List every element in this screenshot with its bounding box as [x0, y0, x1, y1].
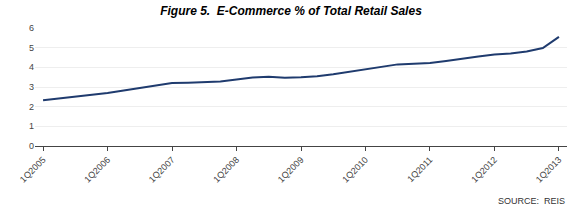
svg-text:6: 6 — [29, 23, 34, 33]
svg-text:1Q2011: 1Q2011 — [405, 155, 434, 184]
svg-text:1Q2005: 1Q2005 — [18, 155, 48, 185]
svg-text:4: 4 — [29, 62, 34, 72]
svg-text:1Q2006: 1Q2006 — [82, 155, 112, 185]
svg-text:1Q2008: 1Q2008 — [211, 155, 241, 185]
svg-text:SOURCE: REIS: SOURCE: REIS — [498, 196, 565, 206]
svg-text:1Q2009: 1Q2009 — [276, 155, 306, 185]
svg-text:1Q2007: 1Q2007 — [147, 155, 177, 185]
svg-text:1Q2010: 1Q2010 — [340, 155, 370, 185]
svg-text:1Q2013: 1Q2013 — [534, 155, 564, 185]
svg-text:Figure 5. E-Commerce % of Tot: Figure 5. E-Commerce % of Total Retail S… — [160, 4, 422, 18]
svg-text:2: 2 — [29, 102, 34, 112]
svg-text:1: 1 — [29, 121, 34, 131]
svg-text:3: 3 — [29, 82, 34, 92]
svg-text:5: 5 — [29, 43, 34, 53]
svg-text:1Q2012: 1Q2012 — [469, 155, 499, 185]
svg-text:0: 0 — [29, 141, 34, 151]
